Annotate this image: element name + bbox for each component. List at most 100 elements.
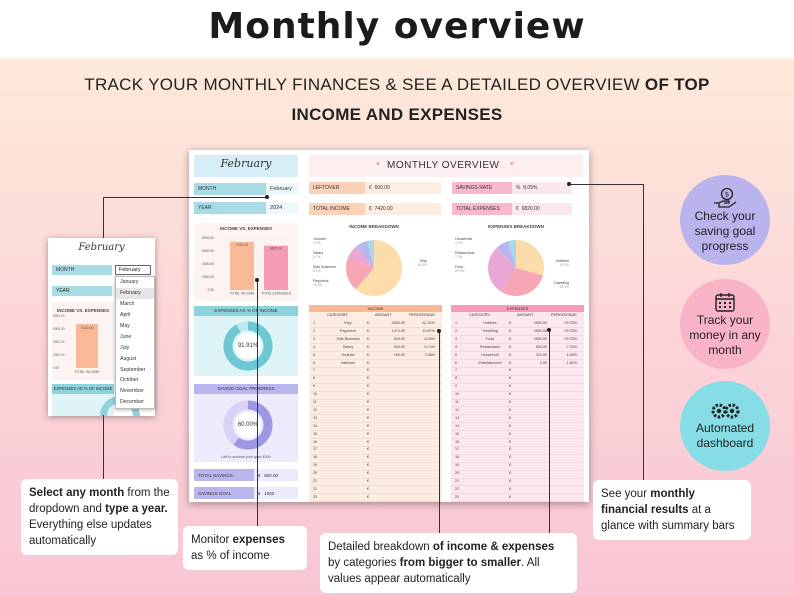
saving-goal-amount[interactable]: € 1000 xyxy=(254,487,298,499)
pie-percent: 19.9% xyxy=(313,283,322,287)
table-cell: 6 xyxy=(313,360,316,365)
mini-y-ticks: 8000.00 6000.00 4000.00 2000.00 0.00 xyxy=(53,314,67,374)
pie-slice-etsy xyxy=(355,240,402,296)
table-cell[interactable]: Entertainment xyxy=(478,360,502,365)
table-cell[interactable]: Hobbies xyxy=(483,321,497,325)
month-option[interactable]: December xyxy=(120,399,144,406)
table-cell: 4 xyxy=(313,344,316,349)
row-divider xyxy=(309,485,442,486)
saving-goal-label: SAVINGS GOAL xyxy=(194,487,254,499)
mini-tick-label: 2000.00 xyxy=(53,353,65,357)
currency-symbol: € xyxy=(369,185,372,191)
table-cell: € xyxy=(367,392,370,397)
table-cell: 10 xyxy=(455,392,460,397)
leftover-label: LEFTOVER xyxy=(309,182,365,194)
table-title: INCOME xyxy=(309,305,442,312)
table-cell[interactable]: Salary xyxy=(342,344,354,349)
total-savings-value: € 600.00 xyxy=(254,469,298,481)
table-cell: 11 xyxy=(455,400,459,404)
table-cell[interactable]: 2000.00 xyxy=(533,328,547,333)
table-cell[interactable]: 2000.00 xyxy=(533,321,547,325)
month-option[interactable]: November xyxy=(120,388,144,395)
month-option[interactable]: August xyxy=(120,355,137,362)
table-cell: 15 xyxy=(313,431,318,436)
table-cell[interactable]: Household xyxy=(481,352,499,357)
income-breakdown-title: INCOME BREAKDOWN xyxy=(349,224,399,229)
table-cell[interactable]: Travelling xyxy=(482,328,498,333)
table-cell: € xyxy=(509,407,512,412)
page-title: Monthly overview xyxy=(208,6,586,47)
overview-title: MONTHLY OVERVIEW xyxy=(387,160,500,171)
table-cell[interactable]: Youtube xyxy=(341,352,355,357)
money-hand-icon: $ xyxy=(714,187,737,208)
month-select[interactable]: February xyxy=(266,183,298,195)
year-input[interactable]: 2024 xyxy=(266,202,298,214)
subtitle-line2: INCOME AND EXPENSES xyxy=(291,105,503,124)
mini-bar-value: 7420.00 xyxy=(80,326,94,330)
table-cell: 6 xyxy=(455,360,458,365)
month-option[interactable]: January xyxy=(120,279,139,286)
table-cell[interactable]: 320.00 xyxy=(535,352,547,357)
row-divider xyxy=(451,469,584,471)
table-cell: € xyxy=(509,447,512,452)
mini-year-input[interactable] xyxy=(112,286,116,296)
table-cell: € xyxy=(367,368,370,373)
month-option[interactable]: February xyxy=(116,287,154,299)
table-cell: 29.33% xyxy=(564,328,577,333)
currency-symbol: € xyxy=(258,490,261,496)
table-cell[interactable]: 296.00 xyxy=(393,352,405,357)
table-title: EXPENSES xyxy=(451,305,584,312)
table-cell: 7 xyxy=(313,368,316,373)
table-cell: 7.33% xyxy=(566,344,577,349)
month-option[interactable]: July xyxy=(120,344,130,351)
table-cell[interactable]: 0.00 xyxy=(539,360,547,365)
month-option[interactable]: June xyxy=(120,333,132,340)
table-cell[interactable]: 4550.00 xyxy=(391,321,405,325)
year-label: YEAR xyxy=(194,202,266,214)
mini-bar-label: TOTAL INCOME xyxy=(74,370,100,374)
pie-slice-paycheck xyxy=(346,257,374,290)
table-cell[interactable]: 500.00 xyxy=(393,344,405,349)
table-cell[interactable]: 1474.00 xyxy=(391,328,405,333)
table-cell[interactable]: Side Business xyxy=(336,336,360,341)
table-cell[interactable]: 600.00 xyxy=(393,336,405,341)
table-cell[interactable]: Interests xyxy=(340,360,356,365)
table-cell: € xyxy=(367,486,370,491)
feature-track-money: Track your money in any month xyxy=(680,279,770,369)
table-cell: 7 xyxy=(455,368,458,373)
month-option[interactable]: October xyxy=(120,377,139,384)
month-dropdown-list[interactable]: January February March April May June July Augu… xyxy=(115,276,155,409)
row-divider xyxy=(451,359,584,360)
pie-percent: 8.1% xyxy=(313,269,321,273)
table-cell: € xyxy=(367,376,370,381)
table-cell: 18 xyxy=(313,455,318,460)
month-option[interactable]: May xyxy=(120,323,130,329)
table-cell[interactable]: 500.00 xyxy=(535,344,547,349)
expenses-percent-donut xyxy=(223,321,273,371)
callout-text: . All values appear automatically xyxy=(328,557,540,585)
mini-month-select[interactable]: February xyxy=(115,265,151,275)
row-divider xyxy=(309,374,442,376)
mini-income-bar xyxy=(76,324,98,368)
table-cell[interactable]: Paycheck xyxy=(340,328,356,333)
overview-header xyxy=(309,155,583,177)
row-divider xyxy=(451,382,584,384)
table-cell: 16 xyxy=(313,439,318,444)
callout-bold: expenses xyxy=(232,534,285,546)
table-cell: € xyxy=(509,471,512,476)
feature-saving-goal: $ Check your saving goal progress xyxy=(680,175,770,265)
table-cell[interactable]: Etsy xyxy=(344,321,352,325)
y-tick-label: 8000.00 xyxy=(202,236,214,240)
connector-line xyxy=(103,197,267,198)
table-cell: € xyxy=(509,439,512,444)
feature-label: Automated dashboard xyxy=(695,421,755,450)
table-cell[interactable]: Restaurants xyxy=(480,344,500,349)
table-cell[interactable]: 2000.00 xyxy=(533,336,547,341)
month-option[interactable]: March xyxy=(120,301,135,308)
table-cell[interactable]: Food xyxy=(485,336,495,341)
month-option[interactable]: April xyxy=(120,312,131,319)
table-cell: 2 xyxy=(455,328,458,333)
table-cell: 18 xyxy=(455,455,460,460)
month-option[interactable]: September xyxy=(120,366,146,373)
connector-line xyxy=(439,331,440,535)
